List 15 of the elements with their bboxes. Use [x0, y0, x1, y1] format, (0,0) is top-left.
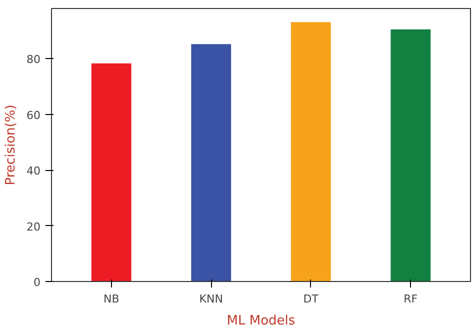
y-tick-label: 40: [26, 164, 41, 178]
x-tick-label: DT: [303, 292, 319, 306]
y-tick-label: 60: [26, 108, 41, 122]
x-tick-label: NB: [103, 292, 120, 306]
bar: [91, 63, 132, 282]
y-tick-label: 20: [26, 220, 41, 234]
bar: [290, 22, 331, 282]
x-axis-title: ML Models: [226, 314, 296, 328]
x-tick-label: KNN: [199, 292, 223, 306]
y-axis-title: Precision(%): [4, 104, 19, 186]
y-tick-label: 0: [34, 276, 40, 289]
bar: [390, 29, 431, 282]
x-tick-label: RF: [404, 292, 418, 306]
y-tick-label: 80: [26, 53, 41, 66]
bar: [191, 44, 232, 282]
